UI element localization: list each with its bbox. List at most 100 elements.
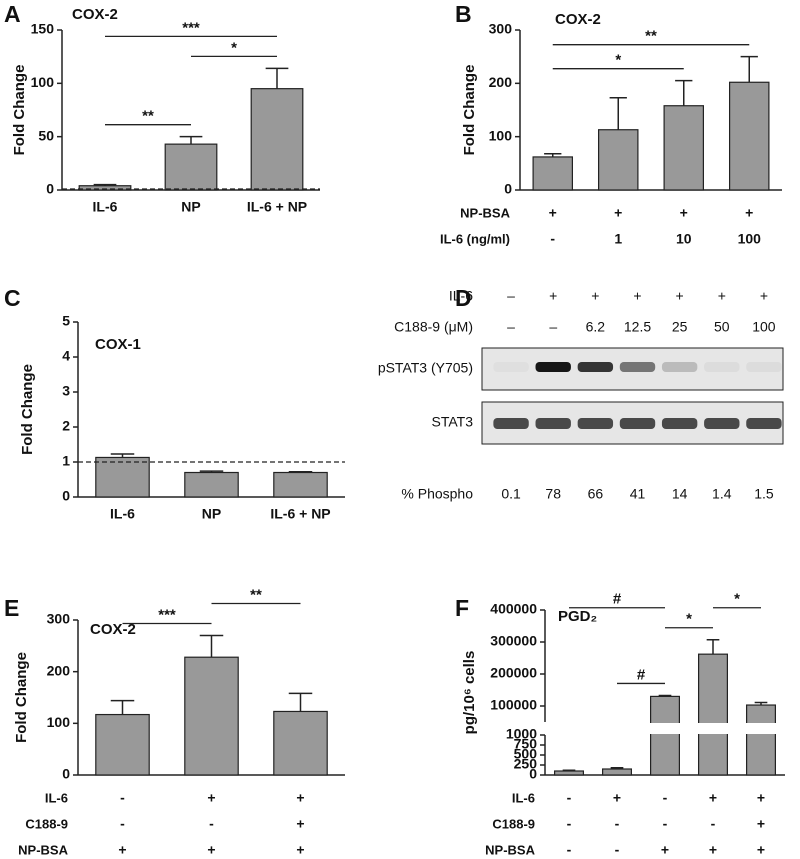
condition-value: + (549, 288, 557, 304)
significance-label: ** (250, 586, 262, 603)
condition-value: 25 (672, 319, 688, 335)
band (493, 418, 529, 429)
condition-label: IL-6 (512, 790, 535, 805)
x-tick-label: IL-6 + NP (247, 199, 307, 215)
condition-value: + (676, 288, 684, 304)
condition-label: NP-BSA (485, 842, 535, 857)
error-bar (110, 699, 135, 715)
condition-value: 12.5 (624, 319, 651, 335)
quantification-value: 78 (545, 486, 561, 502)
panel-label: B (455, 1, 472, 27)
condition-label: C188-9 (25, 816, 68, 831)
error-bar (288, 471, 313, 473)
condition-value: – (549, 319, 557, 335)
y-tick-label: 750 (514, 736, 538, 752)
y-tick-label: 250 (514, 756, 538, 772)
bar (273, 710, 328, 776)
significance-label: * (615, 52, 621, 69)
error-bar (544, 152, 562, 157)
x-tick-label: IL-6 + NP (270, 506, 330, 522)
condition-value: - (120, 790, 125, 806)
condition-value: + (549, 205, 557, 221)
y-axis-label: pg/10⁶ cells (461, 651, 478, 735)
significance-label: * (734, 591, 740, 608)
error-bar (199, 470, 224, 473)
y-axis-label: Fold Change (461, 65, 478, 156)
error-bar (740, 55, 758, 83)
x-tick-label: IL-6 (110, 506, 135, 522)
condition-value: - (567, 842, 572, 858)
condition-label: IL-6 (449, 288, 473, 304)
condition-value: - (711, 816, 716, 832)
bar (597, 129, 639, 191)
panel-label: C (4, 285, 21, 311)
band (577, 418, 614, 429)
condition-value: - (567, 816, 572, 832)
condition-value: 10 (676, 231, 692, 247)
condition-value: 50 (714, 319, 730, 335)
condition-value: - (615, 816, 620, 832)
band (493, 362, 528, 372)
band (661, 362, 698, 372)
condition-value: + (718, 288, 726, 304)
bar (745, 704, 776, 776)
error-bar (609, 96, 627, 130)
y-tick-label: 300 (47, 611, 71, 627)
error-bar (110, 453, 135, 458)
condition-label: NP-BSA (460, 205, 510, 220)
panel-label: E (4, 595, 19, 621)
chart-title: COX-1 (95, 336, 141, 353)
y-tick-label: 1 (62, 453, 70, 469)
y-tick-label: 400000 (490, 601, 537, 617)
y-axis-label: Fold Change (13, 652, 30, 743)
bar (164, 143, 218, 191)
condition-value: + (757, 816, 765, 832)
y-tick-label: 200 (489, 74, 513, 90)
axis-break (648, 723, 682, 734)
condition-value: - (550, 231, 555, 247)
bar (728, 81, 770, 191)
condition-value: + (591, 288, 599, 304)
condition-value: + (757, 790, 765, 806)
condition-value: - (663, 790, 668, 806)
condition-value: 6.2 (586, 319, 606, 335)
quantification-value: 0.1 (501, 486, 521, 502)
condition-value: + (757, 842, 765, 858)
y-tick-label: 200 (47, 662, 71, 678)
condition-value: - (663, 816, 668, 832)
panel-label: D (455, 285, 472, 311)
axis-break (744, 723, 778, 734)
band (746, 418, 782, 429)
y-tick-label: 1000 (506, 726, 537, 742)
panel-label: F (455, 595, 469, 621)
bar (250, 88, 304, 191)
significance-label: ** (645, 28, 657, 45)
error-bar (199, 634, 224, 658)
band (661, 418, 698, 429)
condition-value: + (296, 816, 304, 832)
condition-value: + (118, 842, 126, 858)
panel-label: A (4, 1, 21, 27)
significance-label: * (231, 39, 237, 56)
y-tick-label: 500 (514, 746, 538, 762)
significance-label: ** (142, 108, 154, 125)
condition-value: - (567, 790, 572, 806)
condition-value: + (709, 790, 717, 806)
y-axis-label: Fold Change (19, 364, 36, 455)
bar (553, 770, 584, 776)
significance-label: # (637, 666, 646, 683)
band-label: STAT3 (432, 414, 474, 430)
y-tick-label: 100000 (490, 697, 537, 713)
y-tick-label: 100 (489, 127, 513, 143)
error-bar (288, 692, 313, 712)
x-tick-label: IL-6 (93, 199, 118, 215)
quantification-value: 66 (588, 486, 604, 502)
error-bar (93, 183, 117, 186)
condition-value: + (296, 790, 304, 806)
y-tick-label: 300 (489, 21, 513, 37)
condition-value: 100 (752, 319, 776, 335)
y-tick-label: 150 (31, 21, 55, 37)
significance-label: * (686, 611, 692, 628)
y-tick-label: 2 (62, 418, 70, 434)
bar (95, 713, 150, 776)
